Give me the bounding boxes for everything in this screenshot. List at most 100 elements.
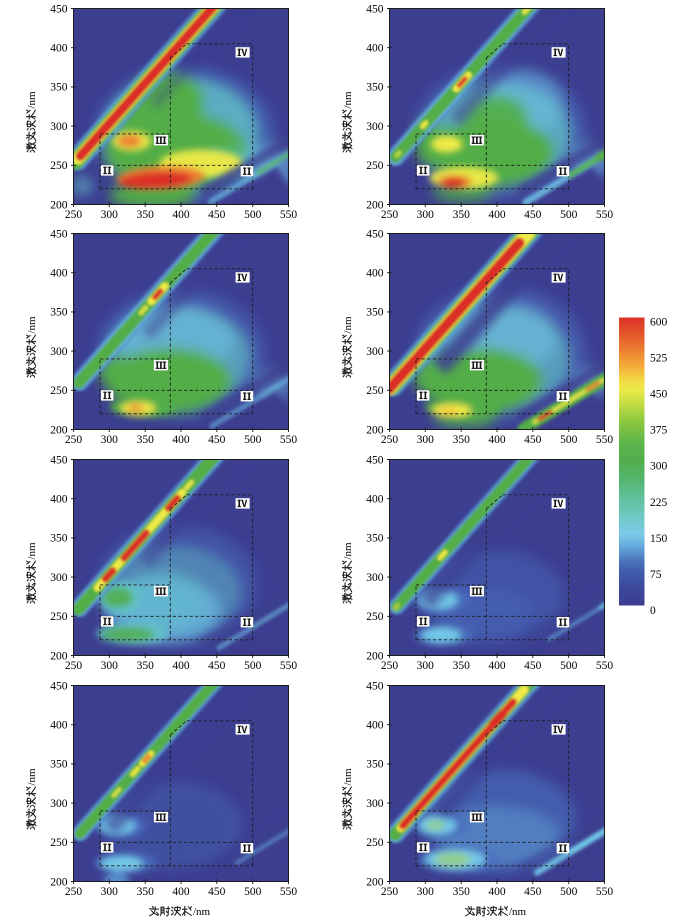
svg-text:350: 350 xyxy=(453,434,471,446)
svg-text:400: 400 xyxy=(172,886,190,898)
svg-text:250: 250 xyxy=(366,385,384,397)
svg-text:250: 250 xyxy=(366,837,384,849)
svg-text:250: 250 xyxy=(65,209,83,221)
svg-text:300: 300 xyxy=(366,121,384,133)
svg-text:300: 300 xyxy=(50,346,68,358)
svg-text:350: 350 xyxy=(366,533,384,545)
svg-text:200: 200 xyxy=(366,424,384,436)
svg-text:400: 400 xyxy=(172,660,190,672)
svg-text:500: 500 xyxy=(560,660,578,672)
svg-text:/nm: /nm xyxy=(26,91,38,109)
svg-text:300: 300 xyxy=(417,660,435,672)
svg-text:400: 400 xyxy=(366,43,384,55)
svg-text:/nm: /nm xyxy=(26,316,38,334)
svg-text:/nm: /nm xyxy=(342,542,354,560)
svg-text:600: 600 xyxy=(650,317,668,329)
svg-text:550: 550 xyxy=(596,209,614,221)
svg-text:525: 525 xyxy=(650,353,668,365)
svg-text:400: 400 xyxy=(488,886,506,898)
svg-text:400: 400 xyxy=(172,434,190,446)
svg-text:350: 350 xyxy=(453,209,471,221)
svg-text:375: 375 xyxy=(650,425,668,437)
svg-text:550: 550 xyxy=(596,886,614,898)
svg-text:/nm: /nm xyxy=(342,91,354,109)
svg-text:450: 450 xyxy=(50,3,68,15)
svg-text:500: 500 xyxy=(560,886,578,898)
svg-text:200: 200 xyxy=(50,650,68,662)
svg-text:450: 450 xyxy=(366,3,384,15)
svg-text:250: 250 xyxy=(50,611,68,623)
svg-text:200: 200 xyxy=(366,199,384,211)
svg-text:300: 300 xyxy=(101,434,119,446)
svg-text:150: 150 xyxy=(650,533,668,545)
svg-text:350: 350 xyxy=(366,759,384,771)
svg-text:200: 200 xyxy=(366,650,384,662)
svg-text:450: 450 xyxy=(366,680,384,692)
svg-text:400: 400 xyxy=(50,494,68,506)
svg-text:350: 350 xyxy=(137,209,155,221)
svg-text:350: 350 xyxy=(50,82,68,94)
svg-text:300: 300 xyxy=(650,461,668,473)
svg-text:450: 450 xyxy=(366,454,384,466)
svg-text:250: 250 xyxy=(381,209,399,221)
svg-text:250: 250 xyxy=(381,434,399,446)
svg-text:250: 250 xyxy=(65,660,83,672)
svg-text:450: 450 xyxy=(524,209,542,221)
svg-text:/nm: /nm xyxy=(342,768,354,786)
svg-text:550: 550 xyxy=(596,434,614,446)
svg-text:400: 400 xyxy=(50,43,68,55)
svg-text:0: 0 xyxy=(650,605,656,617)
svg-text:350: 350 xyxy=(50,307,68,319)
svg-text:350: 350 xyxy=(453,886,471,898)
svg-text:450: 450 xyxy=(208,209,226,221)
svg-text:550: 550 xyxy=(280,660,298,672)
svg-text:300: 300 xyxy=(366,346,384,358)
svg-text:350: 350 xyxy=(137,434,155,446)
svg-text:500: 500 xyxy=(560,434,578,446)
svg-text:450: 450 xyxy=(650,389,668,401)
svg-text:350: 350 xyxy=(366,307,384,319)
svg-text:250: 250 xyxy=(381,660,399,672)
svg-text:/nm: /nm xyxy=(193,906,211,918)
svg-text:500: 500 xyxy=(244,886,262,898)
svg-text:300: 300 xyxy=(417,209,435,221)
svg-text:250: 250 xyxy=(50,160,68,172)
svg-text:400: 400 xyxy=(366,720,384,732)
svg-text:400: 400 xyxy=(50,268,68,280)
svg-text:300: 300 xyxy=(101,886,119,898)
svg-text:200: 200 xyxy=(50,876,68,888)
svg-text:/nm: /nm xyxy=(342,316,354,334)
svg-text:350: 350 xyxy=(366,82,384,94)
svg-text:300: 300 xyxy=(50,572,68,584)
svg-text:300: 300 xyxy=(101,209,119,221)
svg-text:200: 200 xyxy=(50,424,68,436)
svg-text:300: 300 xyxy=(417,886,435,898)
svg-text:350: 350 xyxy=(137,886,155,898)
svg-text:250: 250 xyxy=(65,434,83,446)
svg-text:450: 450 xyxy=(50,454,68,466)
svg-text:350: 350 xyxy=(137,660,155,672)
svg-text:400: 400 xyxy=(366,494,384,506)
svg-text:400: 400 xyxy=(366,268,384,280)
svg-text:450: 450 xyxy=(524,660,542,672)
svg-text:300: 300 xyxy=(101,660,119,672)
svg-text:400: 400 xyxy=(50,720,68,732)
svg-text:450: 450 xyxy=(50,680,68,692)
svg-text:300: 300 xyxy=(417,434,435,446)
svg-text:250: 250 xyxy=(50,385,68,397)
svg-text:450: 450 xyxy=(366,228,384,240)
svg-text:550: 550 xyxy=(280,886,298,898)
svg-text:400: 400 xyxy=(488,660,506,672)
svg-text:250: 250 xyxy=(366,611,384,623)
svg-text:300: 300 xyxy=(366,798,384,810)
svg-text:/nm: /nm xyxy=(26,768,38,786)
svg-text:250: 250 xyxy=(50,837,68,849)
svg-text:500: 500 xyxy=(560,209,578,221)
svg-text:250: 250 xyxy=(366,160,384,172)
svg-text:300: 300 xyxy=(366,572,384,584)
svg-text:/nm: /nm xyxy=(509,906,527,918)
svg-text:75: 75 xyxy=(650,569,662,581)
svg-text:550: 550 xyxy=(596,660,614,672)
svg-text:300: 300 xyxy=(50,121,68,133)
svg-text:500: 500 xyxy=(244,209,262,221)
